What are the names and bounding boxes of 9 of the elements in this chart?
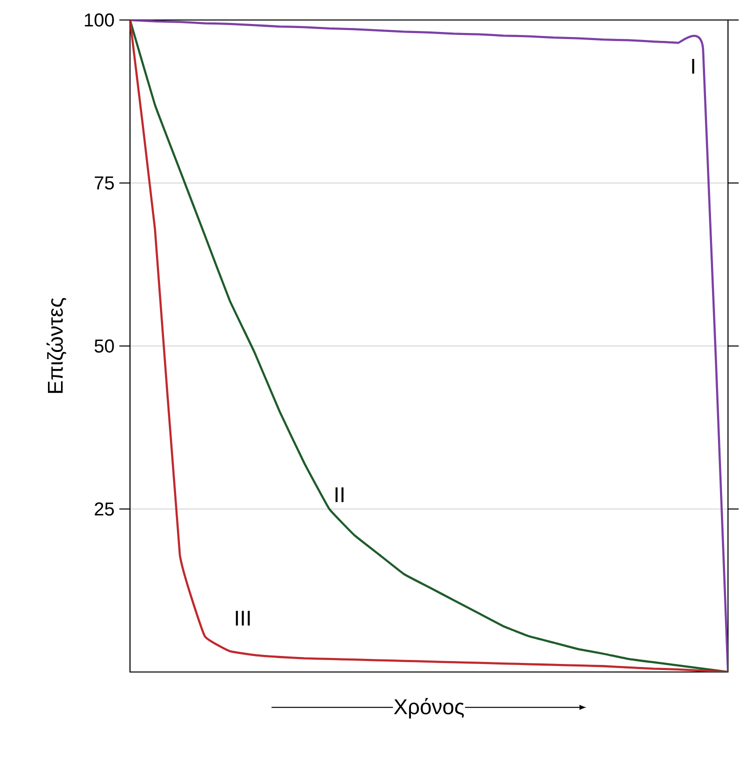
y-tick-label: 100 xyxy=(84,13,114,27)
series-label: I xyxy=(692,58,694,74)
y-tick-label: 50 xyxy=(94,339,114,353)
x-axis-title: Χρόνος xyxy=(394,698,464,719)
series-label: III xyxy=(236,610,250,626)
y-axis-title: Επιζώντες xyxy=(46,298,66,393)
y-tick-label: 25 xyxy=(94,502,114,516)
series-label: II xyxy=(335,487,344,502)
y-tick-label: 75 xyxy=(94,176,114,190)
